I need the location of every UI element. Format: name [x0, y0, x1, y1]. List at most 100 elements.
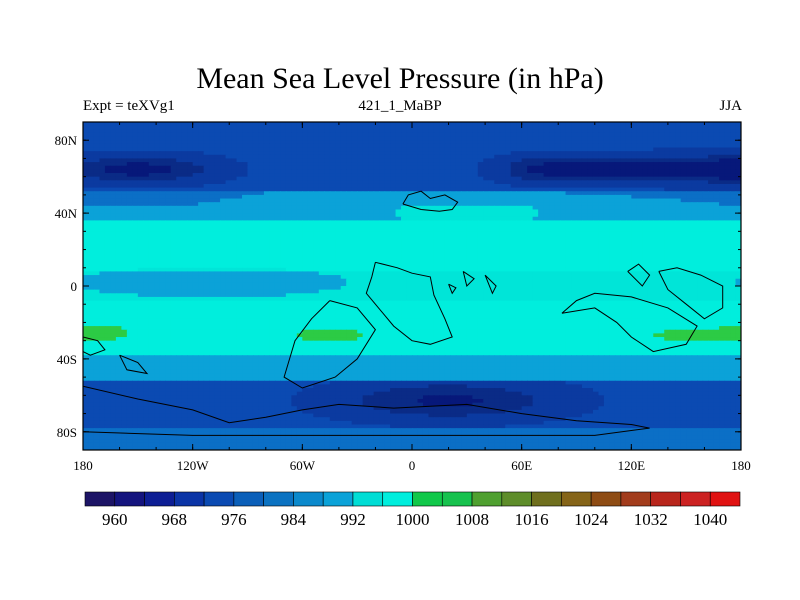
field-cell [176, 140, 183, 145]
field-cell [214, 256, 221, 262]
field-cell [636, 260, 643, 265]
field-cell [483, 198, 490, 203]
field-cell [510, 238, 517, 243]
field-cell [148, 169, 155, 174]
field-cell [691, 162, 698, 167]
field-cell [620, 158, 627, 163]
field-cell [296, 256, 303, 262]
field-cell [422, 205, 430, 211]
field-cell [647, 220, 654, 225]
field-cell [730, 231, 737, 236]
field-cell [719, 216, 726, 221]
field-cell [538, 147, 545, 152]
field-cell [198, 132, 205, 138]
field-cell [340, 267, 347, 273]
field-cell [412, 198, 419, 203]
field-cell [390, 143, 397, 149]
field-cell [406, 234, 413, 240]
field-cell [735, 231, 741, 236]
field-cell [137, 173, 144, 178]
field-cell [346, 158, 353, 163]
field-cell [401, 162, 408, 167]
field-cell [686, 224, 693, 229]
field-cell [560, 253, 567, 258]
field-cell [137, 267, 144, 273]
field-cell [357, 194, 364, 200]
field-cell [598, 202, 605, 207]
field-cell [625, 176, 632, 181]
field-cell [724, 187, 731, 192]
field-cell [357, 209, 364, 214]
field-cell [126, 205, 133, 211]
field-cell [181, 242, 188, 247]
field-cell [527, 187, 534, 192]
field-cell [636, 224, 643, 229]
field-cell [499, 198, 506, 203]
field-cell [450, 147, 457, 152]
field-cell [455, 187, 462, 192]
field-cell [680, 224, 687, 229]
field-cell [466, 198, 473, 203]
field-cell [99, 245, 106, 251]
field-cell [483, 249, 490, 254]
field-cell [401, 151, 408, 156]
field-cell [461, 220, 468, 225]
field-cell [505, 187, 512, 192]
field-cell [422, 198, 430, 203]
field-cell [154, 173, 161, 178]
field-cell [697, 213, 704, 218]
field-cell [477, 169, 484, 174]
field-cell [274, 264, 281, 269]
field-cell [258, 253, 265, 258]
field-cell [598, 264, 605, 269]
field-cell [368, 238, 375, 243]
field-cell [110, 260, 117, 265]
field-cell [450, 253, 457, 258]
field-cell [433, 256, 441, 262]
field-cell [532, 158, 539, 163]
field-cell [346, 224, 353, 229]
field-cell [379, 191, 386, 196]
field-cell [285, 256, 292, 262]
field-cell [176, 245, 183, 251]
field-cell [538, 132, 545, 138]
field-cell [631, 122, 638, 127]
field-cell [362, 187, 369, 192]
field-cell [362, 271, 369, 276]
field-cell [527, 198, 534, 203]
field-cell [433, 143, 441, 149]
field-cell [395, 209, 402, 214]
field-cell [658, 169, 665, 174]
field-cell [680, 220, 687, 225]
field-cell [538, 140, 545, 145]
field-cell [636, 202, 643, 207]
field-cell [269, 165, 276, 170]
field-cell [697, 136, 704, 141]
field-cell [318, 136, 325, 141]
field-cell [291, 220, 298, 225]
field-cell [450, 209, 457, 214]
field-cell [658, 132, 665, 138]
field-cell [170, 245, 177, 251]
field-cell [132, 147, 139, 152]
field-cell [318, 122, 325, 127]
field-cell [242, 260, 249, 265]
field-cell [488, 198, 495, 203]
field-cell [203, 173, 210, 178]
field-cell [83, 132, 90, 138]
field-cell [258, 154, 265, 160]
field-cell [373, 209, 380, 214]
field-cell [730, 194, 737, 200]
field-cell [373, 245, 380, 251]
field-cell [614, 180, 621, 185]
field-cell [691, 202, 698, 207]
field-cell [263, 238, 271, 243]
field-cell [516, 267, 523, 273]
field-cell [379, 245, 386, 251]
field-cell [444, 147, 451, 152]
field-cell [373, 249, 380, 254]
field-cell [702, 245, 709, 251]
field-cell [362, 194, 369, 200]
field-cell [291, 202, 298, 207]
field-cell [373, 151, 380, 156]
